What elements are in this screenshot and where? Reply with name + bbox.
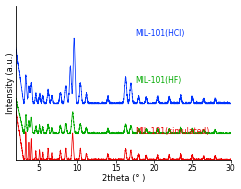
Text: MIL-101(HCl): MIL-101(HCl) [135,29,184,38]
Text: MIL-101(simulated): MIL-101(simulated) [135,127,209,136]
Y-axis label: Intensity (a.u.): Intensity (a.u.) [6,52,14,114]
X-axis label: 2theta (° ): 2theta (° ) [101,174,145,184]
Text: MIL-101(HF): MIL-101(HF) [135,76,181,85]
